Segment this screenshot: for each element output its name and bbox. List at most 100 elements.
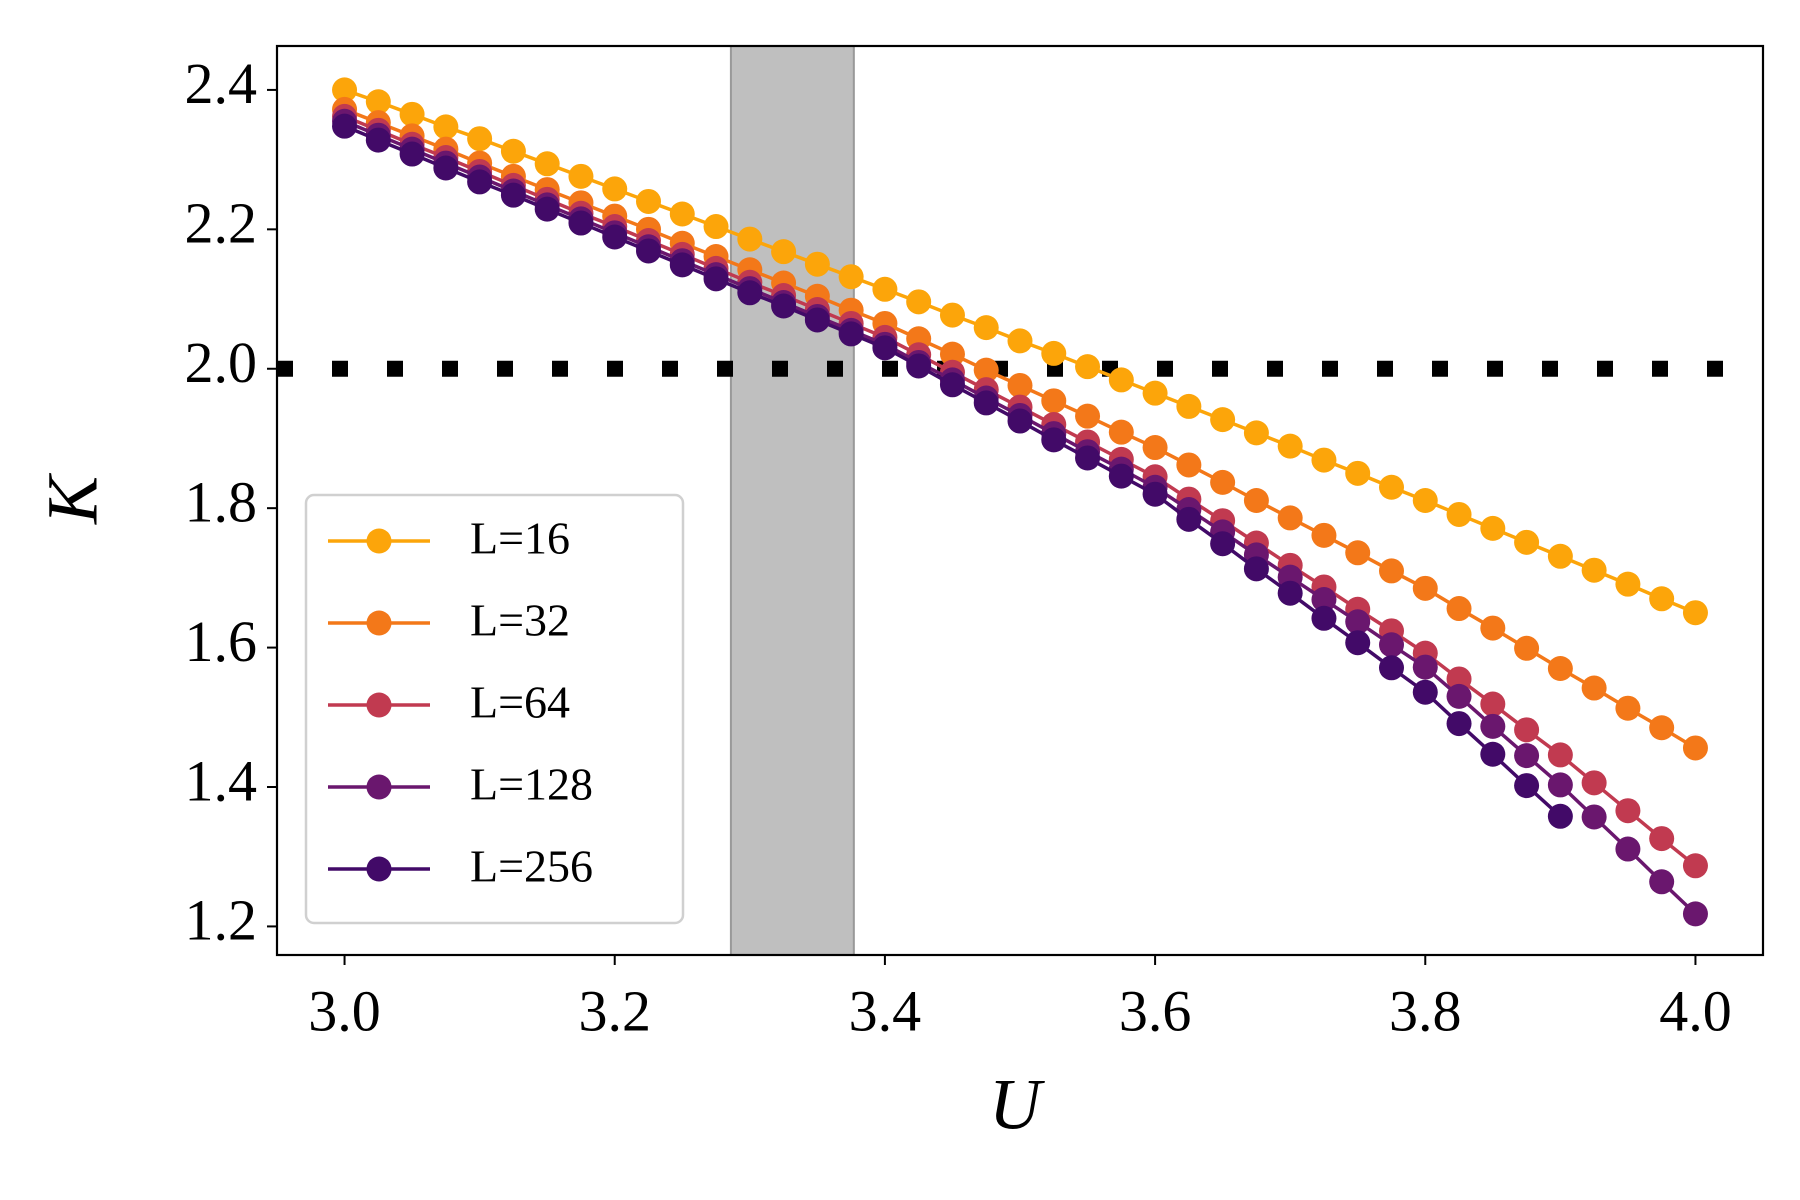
data-point	[467, 169, 493, 195]
legend-label: L=64	[470, 677, 570, 728]
data-point	[973, 315, 999, 341]
data-point	[1682, 600, 1708, 626]
data-point	[838, 321, 864, 347]
data-point	[1311, 522, 1337, 548]
data-point	[906, 353, 932, 379]
data-point	[433, 155, 459, 181]
data-point	[1682, 853, 1708, 879]
data-point	[1345, 540, 1371, 566]
data-point	[1007, 328, 1033, 354]
data-point	[1547, 655, 1573, 681]
data-point	[838, 264, 864, 290]
data-point	[1649, 826, 1675, 852]
data-point	[1514, 635, 1540, 661]
data-point	[1345, 609, 1371, 635]
y-axis-label: K	[33, 472, 113, 525]
data-point	[771, 293, 797, 319]
data-point	[1547, 543, 1573, 569]
data-point	[602, 224, 628, 250]
data-point	[1379, 558, 1404, 584]
legend-label: L=128	[470, 759, 593, 810]
x-tick-label: 3.2	[578, 978, 651, 1043]
data-point	[703, 214, 729, 240]
data-point	[332, 77, 358, 103]
data-point	[1446, 596, 1472, 622]
data-point	[1345, 460, 1371, 486]
x-axis-label: U	[989, 1065, 1045, 1145]
data-point	[973, 357, 999, 383]
data-point	[365, 127, 391, 153]
data-point	[1514, 717, 1540, 743]
data-point	[1581, 770, 1607, 796]
data-point	[500, 138, 526, 164]
data-point	[669, 252, 695, 278]
data-point	[1412, 488, 1438, 513]
y-tick-label: 1.4	[185, 748, 258, 813]
data-point	[1041, 340, 1067, 366]
data-point	[1345, 630, 1371, 656]
data-point	[365, 89, 391, 115]
y-tick-label: 1.8	[185, 469, 258, 534]
y-tick-label: 2.2	[185, 191, 258, 256]
data-point	[1547, 742, 1573, 768]
data-point	[1075, 354, 1101, 380]
data-point	[1243, 420, 1269, 446]
data-point	[1480, 713, 1506, 739]
data-point	[332, 113, 358, 139]
data-point	[1514, 743, 1540, 769]
data-point	[1682, 901, 1708, 927]
data-point	[1649, 869, 1675, 895]
data-point	[1581, 804, 1607, 830]
data-point	[1615, 836, 1641, 862]
legend-marker	[366, 692, 392, 718]
x-tick-label: 4.0	[1659, 978, 1732, 1043]
data-point	[1142, 380, 1168, 406]
data-point	[771, 239, 797, 265]
data-point	[1615, 798, 1641, 824]
data-point	[1615, 695, 1641, 721]
data-point	[1176, 506, 1202, 532]
data-point	[1277, 505, 1303, 531]
data-point	[636, 188, 661, 214]
data-point	[737, 280, 763, 306]
data-point	[1210, 531, 1236, 557]
data-point	[1446, 666, 1472, 692]
x-tick-label: 3.8	[1389, 978, 1462, 1043]
legend-marker	[366, 610, 392, 636]
data-point	[1176, 393, 1202, 419]
data-point	[906, 289, 932, 315]
data-point	[939, 372, 965, 398]
data-point	[1412, 575, 1438, 601]
data-point	[1142, 481, 1168, 507]
data-point	[872, 335, 898, 361]
data-point	[1547, 772, 1573, 798]
data-point	[1210, 407, 1236, 433]
data-point	[1412, 654, 1438, 680]
data-point	[1277, 580, 1303, 606]
data-point	[1108, 463, 1134, 489]
data-point	[1108, 419, 1134, 445]
data-point	[1412, 679, 1438, 705]
data-point	[1379, 655, 1404, 681]
legend-label: L=32	[470, 595, 570, 646]
data-point	[399, 101, 425, 127]
data-point	[1108, 367, 1134, 393]
data-point	[1210, 469, 1236, 495]
data-point	[703, 266, 729, 292]
plot-frame	[275, 44, 1765, 957]
data-point	[1514, 529, 1540, 555]
data-point	[1480, 741, 1506, 767]
data-point	[467, 126, 493, 152]
data-point	[534, 151, 560, 177]
shaded-span	[729, 46, 855, 955]
data-point	[1007, 372, 1033, 398]
data-point	[568, 210, 594, 236]
data-point	[1480, 515, 1506, 541]
data-point	[500, 182, 526, 208]
data-point	[636, 238, 661, 264]
data-point	[669, 201, 695, 227]
data-point	[1311, 447, 1337, 473]
x-tick-label: 3.0	[308, 978, 381, 1043]
data-point	[872, 276, 898, 302]
